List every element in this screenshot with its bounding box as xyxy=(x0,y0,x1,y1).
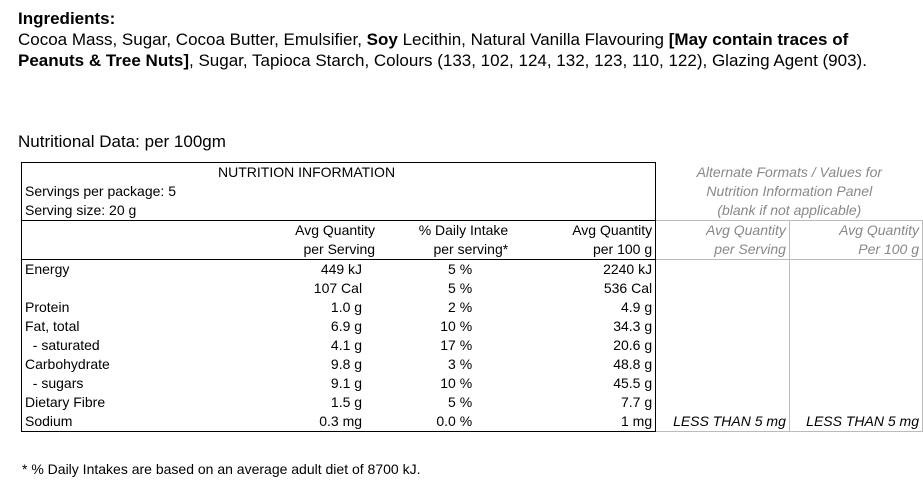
nutrient-per100: 2240 kJ xyxy=(532,259,657,279)
nutrient-daily: 5 % xyxy=(448,280,473,296)
nutrient-serving: 1.5 g xyxy=(330,394,363,410)
ingredients-section: Ingredients: Cocoa Mass, Sugar, Cocoa Bu… xyxy=(18,8,918,71)
nutrient-name: Carbohydrate xyxy=(20,355,223,374)
ingredients-text-1: Cocoa Mass, Sugar, Cocoa Butter, Emulsif… xyxy=(18,30,367,49)
nutrient-alt-serving xyxy=(655,336,790,355)
nutrient-alt-100 xyxy=(789,317,923,336)
header-avg-serving-2: per Serving xyxy=(222,240,399,260)
table-row: Dietary Fibre 1.5 g 5 % 7.7 g xyxy=(20,393,923,412)
nutrient-name: Dietary Fibre xyxy=(20,393,223,412)
nutrient-name xyxy=(20,279,223,298)
nutrient-serving: 107 Cal xyxy=(313,280,363,296)
nutrient-alt-100 xyxy=(789,355,923,374)
header-avg-serving-1: Avg Quantity xyxy=(295,222,376,238)
nutrient-per100: 7.7 g xyxy=(532,393,657,412)
nutrient-daily: 0.0 % xyxy=(398,412,533,432)
servings-per-package: Servings per package: 5 xyxy=(20,182,223,201)
header-daily-2: per serving* xyxy=(398,240,533,260)
panel-title: NUTRITION INFORMATION xyxy=(21,162,399,182)
ingredients-text-3: , Sugar, Tapioca Starch, Colours (133, 1… xyxy=(189,51,867,70)
nutrient-name: Sodium xyxy=(20,412,223,432)
nutrient-per100: 4.9 g xyxy=(532,298,657,317)
nutrient-alt-serving: LESS THAN 5 mg xyxy=(655,412,790,432)
nutrient-serving: 9.1 g xyxy=(330,375,363,391)
nutrient-alt-100 xyxy=(789,393,923,412)
nutrient-name: Energy xyxy=(20,259,223,279)
nutrient-name: Protein xyxy=(20,298,223,317)
ingredients-bold-soy: Soy xyxy=(366,30,398,49)
nutrient-per100: 48.8 g xyxy=(532,355,657,374)
nutrient-name: - sugars xyxy=(20,374,223,393)
nutrient-per100: 1 mg xyxy=(532,412,657,432)
nutrient-alt-100 xyxy=(789,374,923,393)
nutrient-serving: 449 kJ xyxy=(320,261,363,277)
nutrient-alt-100 xyxy=(789,336,923,355)
header-avg-100-2: per 100 g xyxy=(532,240,657,260)
nutrient-serving: 4.1 g xyxy=(330,337,363,353)
table-row: Energy 449 kJ 5 % 2240 kJ xyxy=(20,259,923,279)
nutrient-alt-100 xyxy=(789,279,923,298)
table-row: - saturated 4.1 g 17 % 20.6 g xyxy=(20,336,923,355)
table-row: - sugars 9.1 g 10 % 45.5 g xyxy=(20,374,923,393)
nutrient-daily: 2 % xyxy=(448,299,473,315)
nutrient-daily: 10 % xyxy=(440,375,473,391)
nutrient-daily: 5 % xyxy=(448,394,473,410)
alt-note-2: Nutrition Information Panel xyxy=(706,183,873,199)
header-avg-100-1: Avg Quantity xyxy=(532,220,657,240)
nutrient-daily: 3 % xyxy=(448,356,473,372)
nutrient-serving: 6.9 g xyxy=(330,318,363,334)
nutritional-data-title: Nutritional Data: per 100gm xyxy=(18,132,226,151)
nutrient-name: Fat, total xyxy=(20,317,223,336)
serving-size: Serving size: 20 g xyxy=(20,201,223,221)
footnote: * % Daily Intakes are based on an averag… xyxy=(22,461,421,477)
ingredients-allergen-warning: [May contain traces of Peanuts & Tree Nu… xyxy=(18,30,849,70)
table-row: Fat, total 6.9 g 10 % 34.3 g xyxy=(20,317,923,336)
nutrient-daily: 10 % xyxy=(440,318,473,334)
ingredients-text-2: Lecithin, Natural Vanilla Flavouring xyxy=(397,30,669,49)
nutrient-alt-serving xyxy=(655,317,790,336)
table-row: Protein 1.0 g 2 % 4.9 g xyxy=(20,298,923,317)
ingredients-title: Ingredients: xyxy=(18,9,116,28)
nutrient-alt-serving xyxy=(655,298,790,317)
header-alt-100-2: Per 100 g xyxy=(789,240,923,260)
nutrient-alt-100 xyxy=(789,298,923,317)
nutrient-serving: 1.0 g xyxy=(330,299,363,315)
nutrient-serving: 0.3 mg xyxy=(222,412,399,432)
header-alt-serving-1: Avg Quantity xyxy=(655,220,790,240)
nutrient-per100: 536 Cal xyxy=(532,279,657,298)
nutrient-serving: 9.8 g xyxy=(330,356,363,372)
nutrient-per100: 20.6 g xyxy=(532,336,657,355)
nutrient-daily: 5 % xyxy=(448,261,473,277)
header-alt-100-1: Avg Quantity xyxy=(789,220,923,240)
header-alt-serving-2: per Serving xyxy=(655,240,790,260)
nutrient-alt-serving xyxy=(655,374,790,393)
nutrient-daily: 17 % xyxy=(440,337,473,353)
nutrient-alt-serving xyxy=(655,279,790,298)
alt-note-3: (blank if not applicable) xyxy=(655,201,923,221)
nutrient-alt-serving xyxy=(655,355,790,374)
header-daily-1: % Daily Intake xyxy=(418,222,509,238)
ingredients-text: Cocoa Mass, Sugar, Cocoa Butter, Emulsif… xyxy=(18,29,918,71)
nutrition-table: NUTRITION INFORMATION Alternate Formats … xyxy=(20,162,923,432)
nutrient-alt-serving xyxy=(655,393,790,412)
table-row: Sodium 0.3 mg 0.0 % 1 mg LESS THAN 5 mg … xyxy=(20,412,923,432)
nutrient-per100: 34.3 g xyxy=(532,317,657,336)
nutrient-alt-100: LESS THAN 5 mg xyxy=(789,412,923,432)
nutrient-alt-serving xyxy=(655,259,790,279)
table-row: 107 Cal 5 % 536 Cal xyxy=(20,279,923,298)
nutrient-name: - saturated xyxy=(20,336,223,355)
nutrient-alt-100 xyxy=(789,259,923,279)
alt-note-1: Alternate Formats / Values for xyxy=(696,163,883,180)
nutrient-per100: 45.5 g xyxy=(532,374,657,393)
table-row: Carbohydrate 9.8 g 3 % 48.8 g xyxy=(20,355,923,374)
